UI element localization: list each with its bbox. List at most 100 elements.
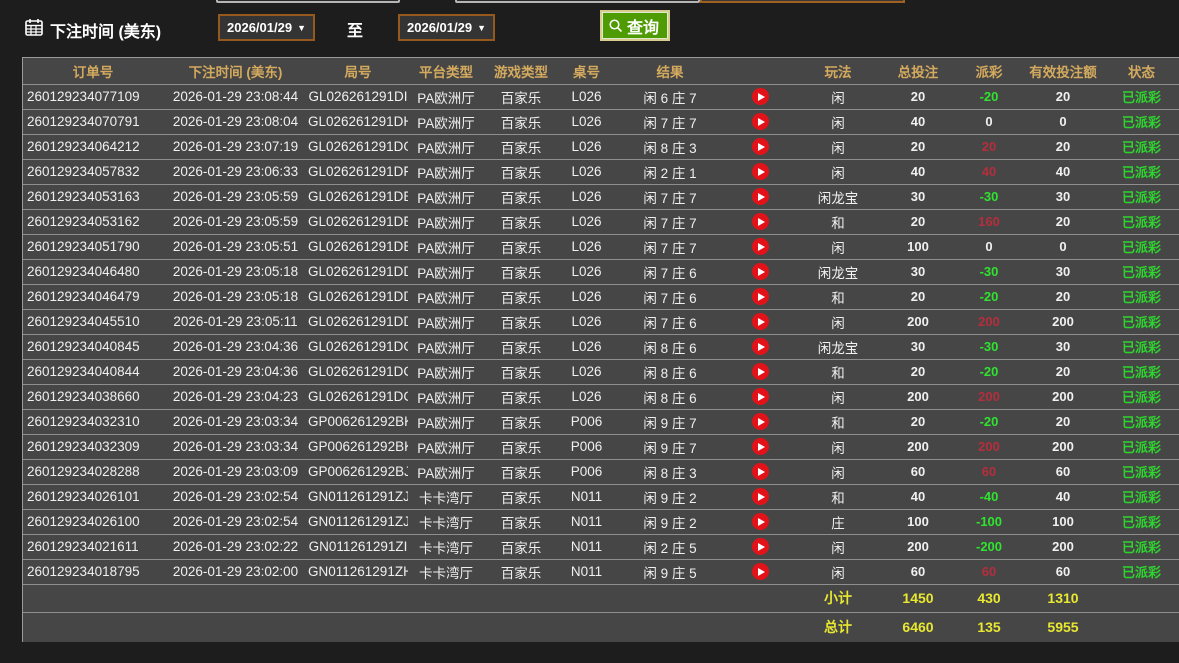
cell-game-type: 百家乐: [484, 283, 558, 309]
cell-payout: -30: [955, 183, 1023, 209]
play-video-button[interactable]: [751, 463, 769, 481]
col-header-video: [725, 58, 795, 84]
query-button[interactable]: 查询: [600, 10, 671, 41]
cell-game-type: 百家乐: [484, 508, 558, 534]
table-row: 260129234040845 2026-01-29 23:04:36 GL02…: [23, 333, 1179, 359]
subtotal-spacer: [23, 583, 795, 612]
cell-total-bet: 200: [881, 533, 955, 559]
play-video-button[interactable]: [751, 363, 769, 381]
play-video-button[interactable]: [751, 488, 769, 506]
cell-round-number: GL026261291DC: [308, 333, 408, 359]
cell-total-bet: 100: [881, 508, 955, 534]
cell-platform: PA欧洲厅: [408, 383, 484, 409]
cell-total-bet: 20: [881, 208, 955, 234]
cell-play-type: 庄: [795, 508, 881, 534]
cell-payout: 200: [955, 308, 1023, 334]
cell-order-number: 260129234057832: [23, 158, 163, 184]
cell-total-bet: 100: [881, 233, 955, 259]
cell-play-type: 闲: [795, 108, 881, 134]
play-video-button[interactable]: [751, 513, 769, 531]
cell-game-type: 百家乐: [484, 183, 558, 209]
cell-bet-time: 2026-01-29 23:05:18: [163, 283, 308, 309]
table-row: 260129234077109 2026-01-29 23:08:44 GL02…: [23, 83, 1179, 109]
cell-payout: -20: [955, 283, 1023, 309]
cell-platform: PA欧洲厅: [408, 208, 484, 234]
cell-play-type: 和: [795, 208, 881, 234]
cell-video: [725, 183, 795, 209]
cell-result: 闲 8 庄 6: [615, 333, 725, 359]
cell-result: 闲 6 庄 7: [615, 83, 725, 109]
cell-platform: PA欧洲厅: [408, 233, 484, 259]
cell-game-type: 百家乐: [484, 108, 558, 134]
play-video-button[interactable]: [751, 238, 769, 256]
cell-result: 闲 9 庄 7: [615, 408, 725, 434]
cell-platform: PA欧洲厅: [408, 283, 484, 309]
cell-bet-time: 2026-01-29 23:04:36: [163, 358, 308, 384]
play-video-button[interactable]: [751, 113, 769, 131]
cell-round-number: GN011261291ZJ: [308, 483, 408, 509]
play-video-button[interactable]: [751, 163, 769, 181]
play-video-button[interactable]: [751, 313, 769, 331]
cell-status: 已派彩: [1103, 358, 1179, 384]
play-video-button[interactable]: [751, 538, 769, 556]
cell-total-bet: 20: [881, 283, 955, 309]
cell-game-type: 百家乐: [484, 83, 558, 109]
grand-total-payout: 135: [955, 611, 1023, 642]
cell-valid-bet: 30: [1023, 258, 1103, 284]
subtotal-label: 小计: [795, 583, 881, 612]
cell-platform: PA欧洲厅: [408, 83, 484, 109]
col-header-total-bet: 总投注: [897, 64, 939, 80]
play-video-button[interactable]: [751, 138, 769, 156]
play-video-button[interactable]: [751, 263, 769, 281]
cell-play-type: 闲: [795, 233, 881, 259]
play-video-button[interactable]: [751, 288, 769, 306]
cell-status: 已派彩: [1103, 383, 1179, 409]
cell-valid-bet: 200: [1023, 533, 1103, 559]
cell-payout: -40: [955, 483, 1023, 509]
cell-video: [725, 333, 795, 359]
play-video-button[interactable]: [751, 338, 769, 356]
cell-valid-bet: 0: [1023, 233, 1103, 259]
cell-status: 已派彩: [1103, 158, 1179, 184]
cell-play-type: 闲: [795, 458, 881, 484]
col-header-play-type: 玩法: [824, 64, 852, 80]
cell-table-number: L026: [558, 283, 615, 309]
play-video-button[interactable]: [751, 563, 769, 581]
cell-round-number: GL026261291DD: [308, 258, 408, 284]
play-video-button[interactable]: [751, 213, 769, 231]
cutoff-input-fragment-left: [216, 0, 400, 3]
cell-video: [725, 508, 795, 534]
cell-table-number: N011: [558, 533, 615, 559]
cell-bet-time: 2026-01-29 23:08:04: [163, 108, 308, 134]
cell-video: [725, 308, 795, 334]
cell-order-number: 260129234070791: [23, 108, 163, 134]
play-video-button[interactable]: [751, 388, 769, 406]
cell-valid-bet: 0: [1023, 108, 1103, 134]
cell-play-type: 闲: [795, 83, 881, 109]
cell-valid-bet: 30: [1023, 183, 1103, 209]
cell-game-type: 百家乐: [484, 158, 558, 184]
play-video-button[interactable]: [751, 188, 769, 206]
cell-bet-time: 2026-01-29 23:05:18: [163, 258, 308, 284]
cell-valid-bet: 20: [1023, 208, 1103, 234]
cell-play-type: 和: [795, 483, 881, 509]
play-video-button[interactable]: [751, 88, 769, 106]
date-from-select[interactable]: 2026/01/29 ▼: [218, 14, 315, 41]
cell-total-bet: 200: [881, 433, 955, 459]
cell-round-number: GN011261291ZH: [308, 558, 408, 584]
cell-round-number: GN011261291ZI: [308, 533, 408, 559]
cutoff-input-fragment-right: [700, 0, 905, 3]
cell-table-number: P006: [558, 458, 615, 484]
cell-play-type: 闲: [795, 308, 881, 334]
cell-platform: PA欧洲厅: [408, 183, 484, 209]
date-to-value: 2026/01/29: [407, 20, 473, 35]
cell-result: 闲 2 庄 1: [615, 158, 725, 184]
play-video-button[interactable]: [751, 438, 769, 456]
cell-payout: -20: [955, 408, 1023, 434]
cell-play-type: 和: [795, 283, 881, 309]
cell-game-type: 百家乐: [484, 433, 558, 459]
date-to-select[interactable]: 2026/01/29 ▼: [398, 14, 495, 41]
cell-platform: PA欧洲厅: [408, 258, 484, 284]
table-row: 260129234053163 2026-01-29 23:05:59 GL02…: [23, 183, 1179, 209]
play-video-button[interactable]: [751, 413, 769, 431]
